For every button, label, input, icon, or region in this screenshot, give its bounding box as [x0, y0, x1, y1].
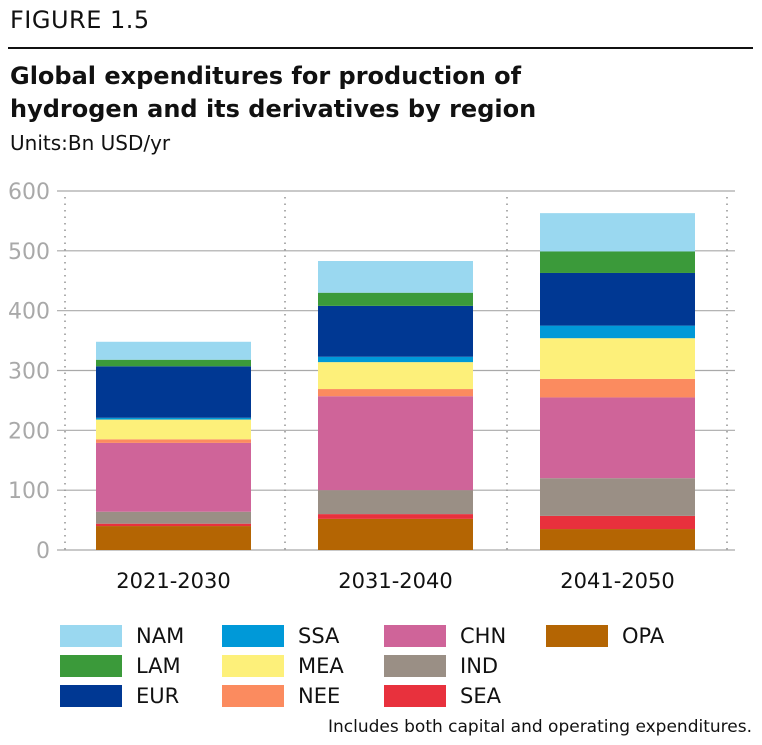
chart-legend: NAM LAM EUR SSA MEA NEE CHN IND SEA OPA	[60, 623, 700, 715]
bar-nam-2021-2030	[96, 341, 251, 360]
legend-label: MEA	[298, 654, 344, 678]
legend-swatch	[60, 625, 122, 647]
bar-opa-2041-2050	[540, 529, 695, 550]
bar-opa-2021-2030	[96, 526, 251, 550]
legend-swatch	[546, 625, 608, 647]
y-tick-label: 500	[8, 240, 50, 265]
legend-swatch	[222, 685, 284, 707]
bar-nam-2031-2040	[318, 261, 473, 293]
units-label: Units:Bn USD/yr	[10, 131, 171, 155]
bar-ind-2031-2040	[318, 490, 473, 515]
bar-nee-2031-2040	[318, 389, 473, 397]
stacked-bar-chart: 0 100 200 300 400 500 600 2021-2030 2031-2040 204…	[8, 180, 735, 593]
title-divider	[8, 47, 753, 49]
legend-swatch	[60, 655, 122, 677]
legend-label: CHN	[460, 624, 507, 648]
bar-eur-2021-2030	[96, 366, 251, 418]
legend-label: IND	[460, 654, 499, 678]
legend-swatch	[222, 625, 284, 647]
legend-label: EUR	[136, 684, 180, 708]
bar-lam-2021-2030	[96, 359, 251, 367]
bar-ind-2021-2030	[96, 511, 251, 524]
x-tick-label: 2031-2040	[338, 569, 452, 593]
y-tick-label: 300	[8, 360, 50, 385]
bar-sea-2021-2030	[96, 523, 251, 527]
y-tick-label: 200	[8, 419, 50, 444]
bar-lam-2041-2050	[540, 251, 695, 273]
bar-chn-2031-2040	[318, 396, 473, 491]
legend-swatch	[222, 655, 284, 677]
legend-label: NAM	[136, 624, 185, 648]
legend-label: LAM	[136, 654, 181, 678]
figure-label: FIGURE 1.5	[10, 6, 150, 34]
y-tick-label: 0	[36, 539, 50, 564]
bar-eur-2031-2040	[318, 305, 473, 357]
bar-mea-2041-2050	[540, 338, 695, 379]
bar-nee-2041-2050	[540, 378, 695, 398]
bar-ssa-2031-2040	[318, 356, 473, 363]
bar-ind-2041-2050	[540, 478, 695, 516]
x-tick-label: 2041-2050	[560, 569, 674, 593]
bar-mea-2031-2040	[318, 362, 473, 390]
bar-lam-2031-2040	[318, 292, 473, 306]
x-tick-label: 2021-2030	[116, 569, 230, 593]
bar-chn-2041-2050	[540, 397, 695, 479]
bar-opa-2031-2040	[318, 518, 473, 550]
legend-swatch	[60, 685, 122, 707]
bar-sea-2041-2050	[540, 515, 695, 530]
legend-swatch	[384, 625, 446, 647]
y-tick-label: 100	[8, 479, 50, 504]
bar-nee-2021-2030	[96, 439, 251, 443]
bar-sea-2031-2040	[318, 514, 473, 519]
bar-mea-2021-2030	[96, 419, 251, 440]
legend-label: OPA	[622, 624, 665, 648]
legend-swatch	[384, 655, 446, 677]
y-tick-label: 400	[8, 300, 50, 325]
legend-label: SSA	[298, 624, 340, 648]
legend-swatch	[384, 685, 446, 707]
y-tick-label: 600	[8, 180, 50, 205]
footnote: Includes both capital and operating expe…	[327, 717, 752, 737]
bar-chn-2021-2030	[96, 442, 251, 512]
legend-label: NEE	[298, 684, 341, 708]
legend-label: SEA	[460, 684, 501, 708]
chart-title: Global expenditures for production of hy…	[10, 62, 537, 123]
bar-eur-2041-2050	[540, 272, 695, 326]
bar-ssa-2021-2030	[96, 417, 251, 420]
bar-ssa-2041-2050	[540, 325, 695, 339]
bar-nam-2041-2050	[540, 213, 695, 252]
